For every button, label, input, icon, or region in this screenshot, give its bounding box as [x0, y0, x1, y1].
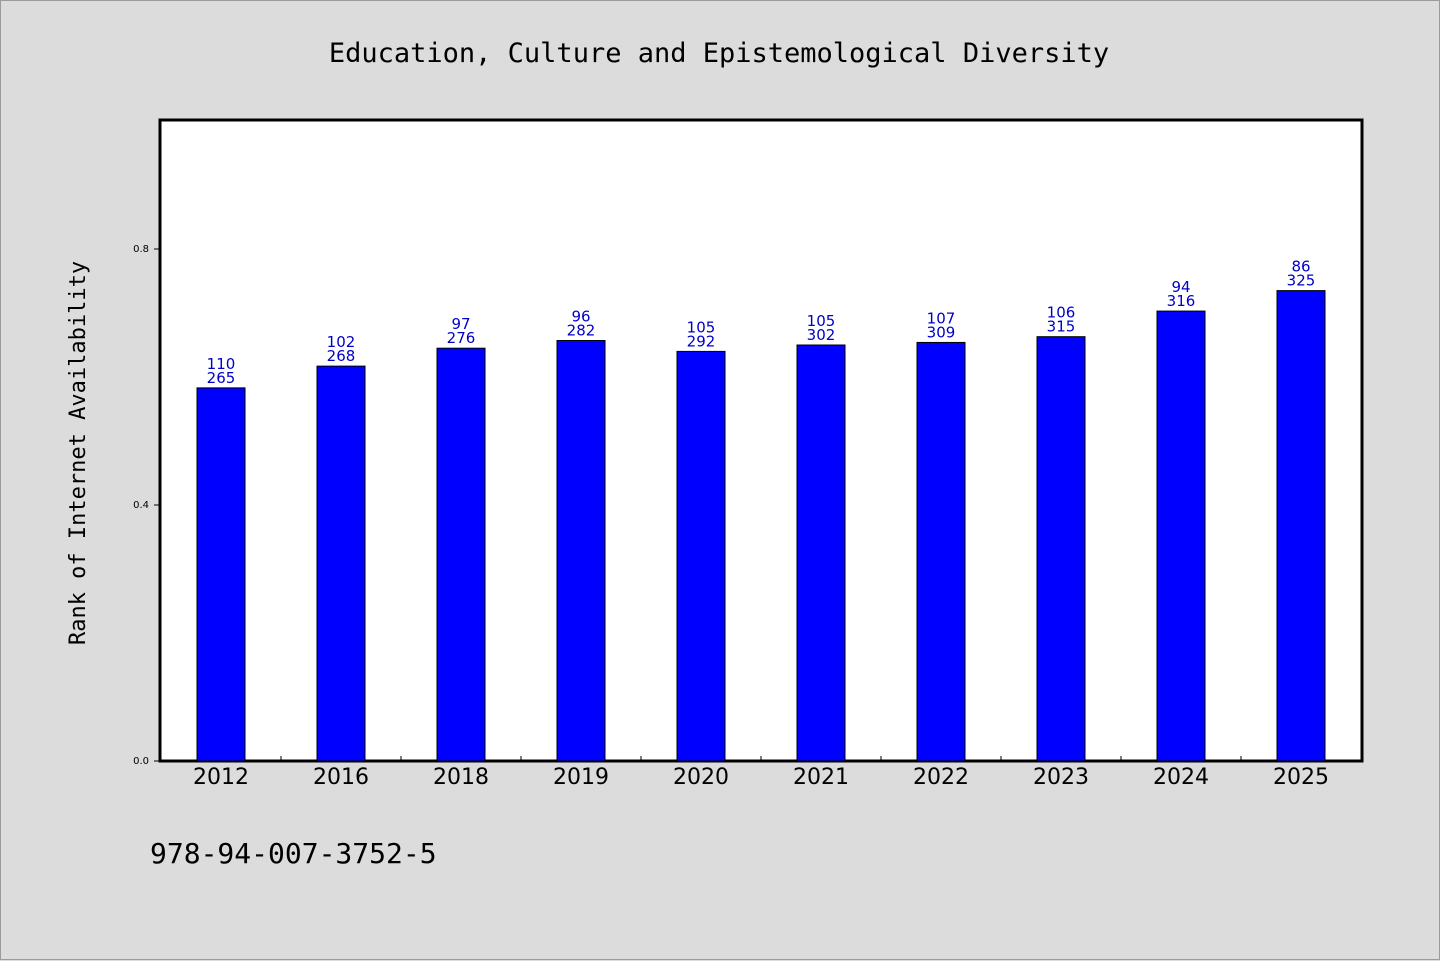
x-axis: 2012 2016 2018 2019 2020 2021 2022 2023 2024 2025	[193, 756, 1329, 790]
data-label-upper-2016: 102	[327, 333, 356, 351]
data-label-upper-2021: 105	[807, 312, 836, 330]
x-tick-label-2022: 2022	[913, 765, 969, 790]
bar-2018	[436, 347, 486, 762]
bar-2022	[916, 341, 966, 762]
bar-2016	[316, 365, 366, 762]
y-tick-label-0.4: 0.4	[133, 500, 149, 511]
y-tick-label-0.8: 0.8	[133, 244, 149, 255]
x-tick-label-2021: 2021	[793, 765, 849, 790]
data-label-lower-2024: 316	[1167, 292, 1196, 310]
data-label-upper-2018: 97	[451, 315, 470, 333]
y-tick-label-0.0: 0.0	[133, 756, 149, 767]
data-label-upper-2024: 94	[1171, 278, 1190, 296]
data-label-lower-2019: 282	[567, 322, 596, 340]
x-tick-label-2024: 2024	[1153, 765, 1209, 790]
data-label-lower-2023: 315	[1047, 318, 1076, 336]
bar-2024	[1156, 310, 1206, 762]
x-tick-label-2025: 2025	[1273, 765, 1329, 790]
x-tick-label-2012: 2012	[193, 765, 249, 790]
x-tick-label-2016: 2016	[313, 765, 369, 790]
chart-title: Education, Culture and Epistemological D…	[329, 38, 1109, 69]
x-tick-label-2023: 2023	[1033, 765, 1089, 790]
data-label-lower-2016: 268	[327, 347, 356, 365]
data-label-lower-2025: 325	[1287, 272, 1316, 290]
isbn-footer: 978-94-007-3752-5	[150, 837, 437, 870]
y-axis-label: Rank of Internet Availability	[66, 261, 91, 645]
bar-2020	[676, 350, 726, 762]
bar-2023	[1036, 336, 1086, 762]
bar-2019	[556, 340, 606, 762]
data-label-upper-2019: 96	[571, 308, 590, 326]
data-label-upper-2012: 110	[207, 355, 236, 373]
x-tick-label-2018: 2018	[433, 765, 489, 790]
data-label-upper-2022: 107	[927, 309, 956, 327]
data-label-upper-2023: 106	[1047, 304, 1076, 322]
data-label-lower-2018: 276	[447, 329, 476, 347]
bar-2021	[796, 344, 846, 762]
data-label-lower-2021: 302	[807, 326, 836, 344]
x-tick-label-2020: 2020	[673, 765, 729, 790]
data-label-lower-2022: 309	[927, 323, 956, 341]
data-label-upper-2025: 86	[1291, 258, 1310, 276]
bar-2012	[196, 387, 246, 762]
bar-2025	[1276, 290, 1326, 762]
data-label-lower-2020: 292	[687, 332, 716, 350]
bars-layer	[196, 290, 1326, 762]
y-axis: 0.0 0.4 0.8	[133, 244, 161, 767]
data-label-lower-2012: 265	[207, 369, 236, 387]
data-label-upper-2020: 105	[687, 318, 716, 336]
x-tick-label-2019: 2019	[553, 765, 609, 790]
